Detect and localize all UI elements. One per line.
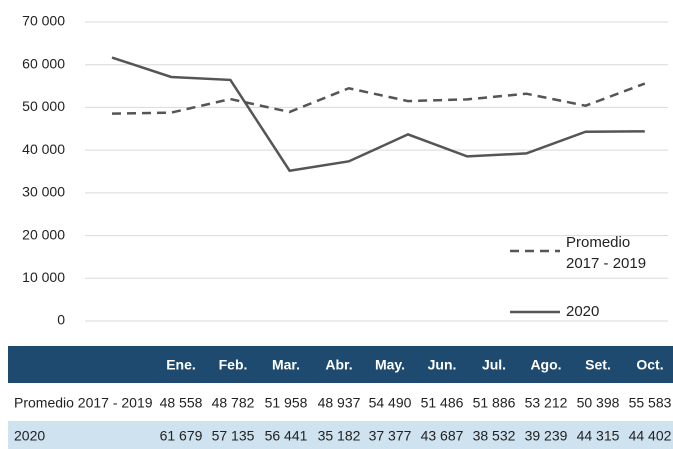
table-header-cell: Feb. <box>219 357 248 373</box>
legend-label: 2020 <box>566 303 600 320</box>
table-header-cell: Ago. <box>530 357 561 373</box>
line-series <box>111 82 646 115</box>
y-tick-label: 20 000 <box>22 226 65 242</box>
table-cell: 57 135 <box>212 428 255 444</box>
table-stripe <box>8 421 673 449</box>
table-header-cell: Jun. <box>428 357 457 373</box>
table-cell: 35 182 <box>318 428 361 444</box>
table-cell: 44 315 <box>577 428 620 444</box>
table-row-label: 2020 <box>14 428 45 444</box>
y-tick-label: 60 000 <box>22 55 65 71</box>
legend-label: Promedio 2017 - 2019 <box>566 234 647 272</box>
table-cell: 38 532 <box>473 428 516 444</box>
table-cell: 53 212 <box>525 395 568 411</box>
table-header-cell: Abr. <box>325 357 352 373</box>
y-tick-label: 40 000 <box>22 141 65 157</box>
table-cell: 39 239 <box>525 428 568 444</box>
table-row-label: Promedio 2017 - 2019 <box>14 395 153 411</box>
table-cell: 55 583 <box>629 395 672 411</box>
y-tick-label: 0 <box>57 312 65 328</box>
table-header-cell: Set. <box>585 357 611 373</box>
table-cell: 48 937 <box>318 395 361 411</box>
table-header-cell: Oct. <box>636 357 663 373</box>
table-cell: 56 441 <box>265 428 308 444</box>
table-header-cell: Mar. <box>272 357 300 373</box>
table-header-cell: Jul. <box>482 357 506 373</box>
y-tick-label: 50 000 <box>22 98 65 114</box>
table-cell: 61 679 <box>160 428 203 444</box>
y-tick-label: 30 000 <box>22 184 65 200</box>
table-cell: 48 558 <box>160 395 203 411</box>
table-cell: 50 398 <box>577 395 620 411</box>
table-cell: 51 886 <box>473 395 516 411</box>
table-cell: 54 490 <box>369 395 412 411</box>
table-header-cell: May. <box>375 357 405 373</box>
table-header <box>8 346 673 383</box>
y-tick-label: 70 000 <box>22 13 65 29</box>
y-tick-label: 10 000 <box>22 269 65 285</box>
table-cell: 51 486 <box>421 395 464 411</box>
table-header-cell: Ene. <box>166 357 196 373</box>
table-cell: 48 782 <box>212 395 255 411</box>
table-cell: 51 958 <box>265 395 308 411</box>
table-cell: 43 687 <box>421 428 464 444</box>
line-series <box>111 56 645 173</box>
table-cell: 37 377 <box>369 428 412 444</box>
table-cell: 44 402 <box>629 428 672 444</box>
